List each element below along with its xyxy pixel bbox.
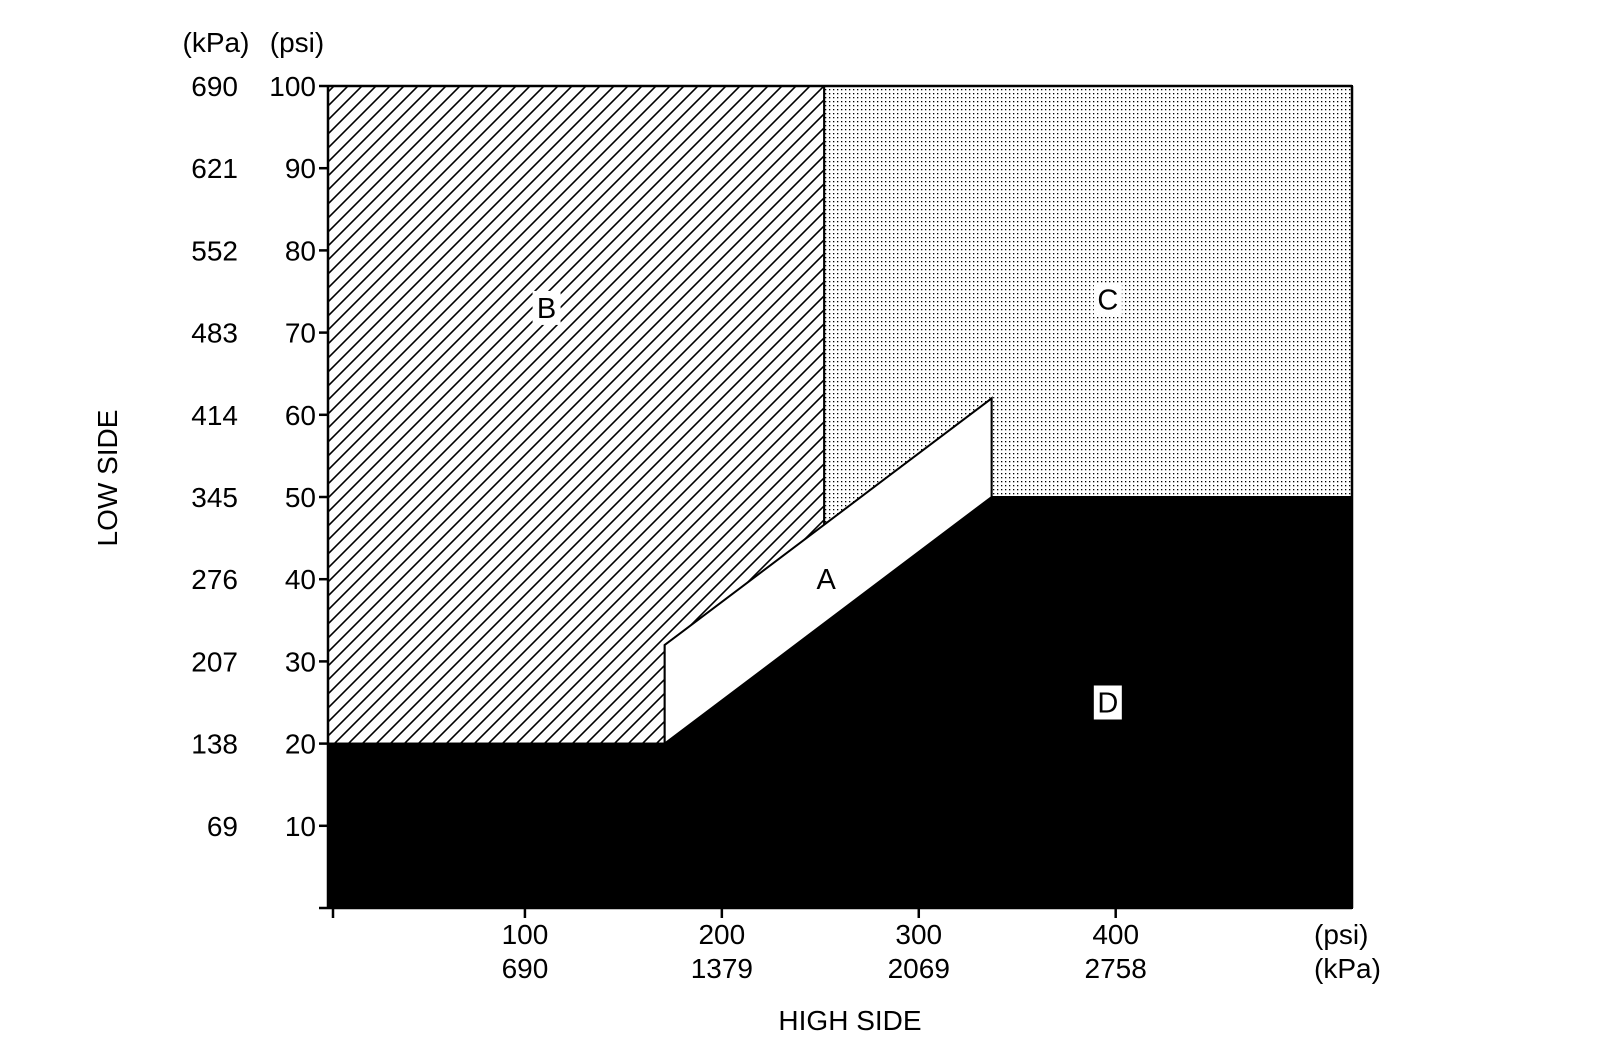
x-tick-label-psi: 400 [1092,919,1139,950]
y-tick-label-kpa: 345 [191,482,238,513]
y-tick-label-kpa: 69 [207,811,238,842]
y-tick-label-kpa: 276 [191,564,238,595]
y-tick-label-kpa: 621 [191,153,238,184]
y-tick-label-psi: 40 [285,564,316,595]
region-d-label: D [1097,688,1118,720]
region-c-label-bg [1093,282,1122,317]
region-d-label-bg [1093,685,1122,720]
y-tick-label-kpa: 690 [191,71,238,102]
y-tick-label-psi: 80 [285,235,316,266]
y-axis-title: LOW SIDE [92,410,123,547]
region-b-label: B [537,293,556,325]
y-tick-label-kpa: 207 [191,646,238,677]
region-c-label: C [1097,285,1118,317]
region-a-label: A [817,564,837,596]
y-tick-label-psi: 70 [285,318,316,349]
x-axis-title: HIGH SIDE [778,1005,921,1036]
region-b-label-bg [532,290,561,325]
y-tick-label-kpa: 138 [191,729,238,760]
y-tick-label-psi: 60 [285,400,316,431]
x-tick-label-psi: 300 [895,919,942,950]
x-unit-secondary-label: (kPa) [1314,953,1381,984]
region-c [823,85,1353,532]
y-tick-label-kpa: 483 [191,318,238,349]
y-tick-label-psi: 90 [285,153,316,184]
y-tick-label-psi: 100 [269,71,316,102]
y-tick-label-psi: 20 [285,729,316,760]
y-unit-right-label: (psi) [270,27,324,58]
x-tick-label-psi: 100 [502,919,549,950]
x-tick-label-kpa: 1379 [691,953,753,984]
region-a [663,396,993,746]
x-tick-label-kpa: 690 [502,953,549,984]
region-labels: A B C D [532,282,1122,720]
y-tick-label-psi: 30 [285,646,316,677]
x-tick-label-kpa: 2758 [1085,953,1147,984]
x-tick-label-kpa: 2069 [888,953,950,984]
regions [327,85,1353,909]
y-tick-label-kpa: 414 [191,400,238,431]
ticks: 10 69 20 138 30 207 40 276 50 345 60 414 70 483 80 552 9… [191,71,1147,984]
y-tick-label-kpa: 552 [191,235,238,266]
y-tick-label-psi: 50 [285,482,316,513]
y-unit-left-label: (kPa) [183,27,250,58]
y-tick-label-psi: 10 [285,811,316,842]
x-tick-label-psi: 200 [698,919,745,950]
x-unit-primary-label: (psi) [1314,919,1368,950]
